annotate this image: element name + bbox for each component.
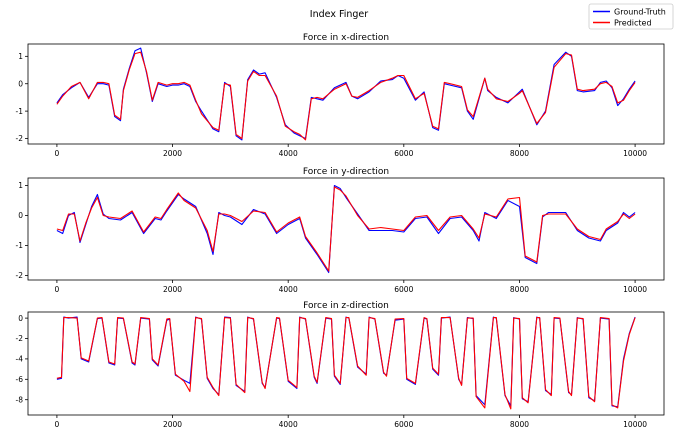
y-tick-label: -6 (16, 375, 24, 384)
x-tick-label: 6000 (394, 149, 413, 158)
x-tick-label: 10000 (623, 149, 647, 158)
x-tick-label: 2000 (163, 285, 182, 294)
data-lines (57, 48, 635, 140)
x-tick-label: 0 (55, 420, 60, 429)
x-tick-label: 0 (55, 149, 60, 158)
x-axis-ticks: 0 2000 4000 6000 8000 10000 (55, 280, 648, 294)
y-axis-ticks: -8 -6 -4 -2 0 (16, 314, 28, 405)
x-tick-label: 10000 (623, 420, 647, 429)
series-line-ground-truth-y-force (57, 186, 635, 273)
x-axis-ticks: 0 2000 4000 6000 8000 10000 (55, 415, 648, 429)
x-tick-label: 2000 (163, 420, 182, 429)
x-tick-label: 2000 (163, 149, 182, 158)
series-line-ground-truth-z-force (57, 317, 635, 407)
subplot-z-force: Force in z-direction 0 2000 4000 6000 8000 10… (16, 301, 664, 429)
y-tick-label: -2 (16, 271, 24, 280)
figure-title: Index Finger (310, 9, 368, 20)
legend-label-predicted: Predicted (614, 19, 652, 28)
x-tick-label: 4000 (279, 420, 298, 429)
x-tick-label: 4000 (279, 149, 298, 158)
data-lines (57, 186, 635, 273)
plot-area (28, 312, 664, 415)
subplot-title: Force in x-direction (303, 33, 389, 43)
series-line-predicted-z-force (57, 318, 635, 409)
legend-label-ground-truth: Ground-Truth (614, 8, 666, 17)
y-tick-label: 0 (18, 314, 23, 323)
x-tick-label: 0 (55, 285, 60, 294)
y-tick-label: 0 (18, 211, 23, 220)
x-tick-label: 8000 (510, 420, 529, 429)
x-tick-label: 10000 (623, 285, 647, 294)
series-line-predicted-x-force (57, 52, 635, 140)
y-tick-label: 1 (18, 52, 23, 61)
y-tick-label: -2 (16, 334, 24, 343)
y-tick-label: -1 (16, 241, 24, 250)
x-tick-label: 6000 (394, 420, 413, 429)
series-line-predicted-y-force (57, 187, 635, 271)
x-axis-ticks: 0 2000 4000 6000 8000 10000 (55, 144, 648, 158)
x-tick-label: 8000 (510, 149, 529, 158)
y-tick-label: -8 (16, 395, 24, 404)
subplot-x-force: Force in x-direction 0 2000 4000 6000 8000 10… (16, 33, 664, 158)
data-lines (57, 317, 635, 409)
x-tick-label: 6000 (394, 285, 413, 294)
subplot-title: Force in z-direction (303, 301, 389, 311)
y-axis-ticks: -2 -1 0 1 (16, 181, 28, 280)
legend: Ground-Truth Predicted (589, 4, 673, 29)
y-tick-label: 1 (18, 181, 23, 190)
x-tick-label: 4000 (279, 285, 298, 294)
y-tick-label: 0 (18, 79, 23, 88)
subplot-y-force: Force in y-direction 0 2000 4000 6000 8000 10… (16, 167, 664, 294)
y-tick-label: -2 (16, 134, 24, 143)
x-tick-label: 8000 (510, 285, 529, 294)
y-axis-ticks: -2 -1 0 1 (16, 52, 28, 143)
y-tick-label: -4 (16, 355, 24, 364)
y-tick-label: -1 (16, 107, 24, 116)
plot-area (28, 178, 664, 280)
subplot-title: Force in y-direction (303, 167, 389, 177)
